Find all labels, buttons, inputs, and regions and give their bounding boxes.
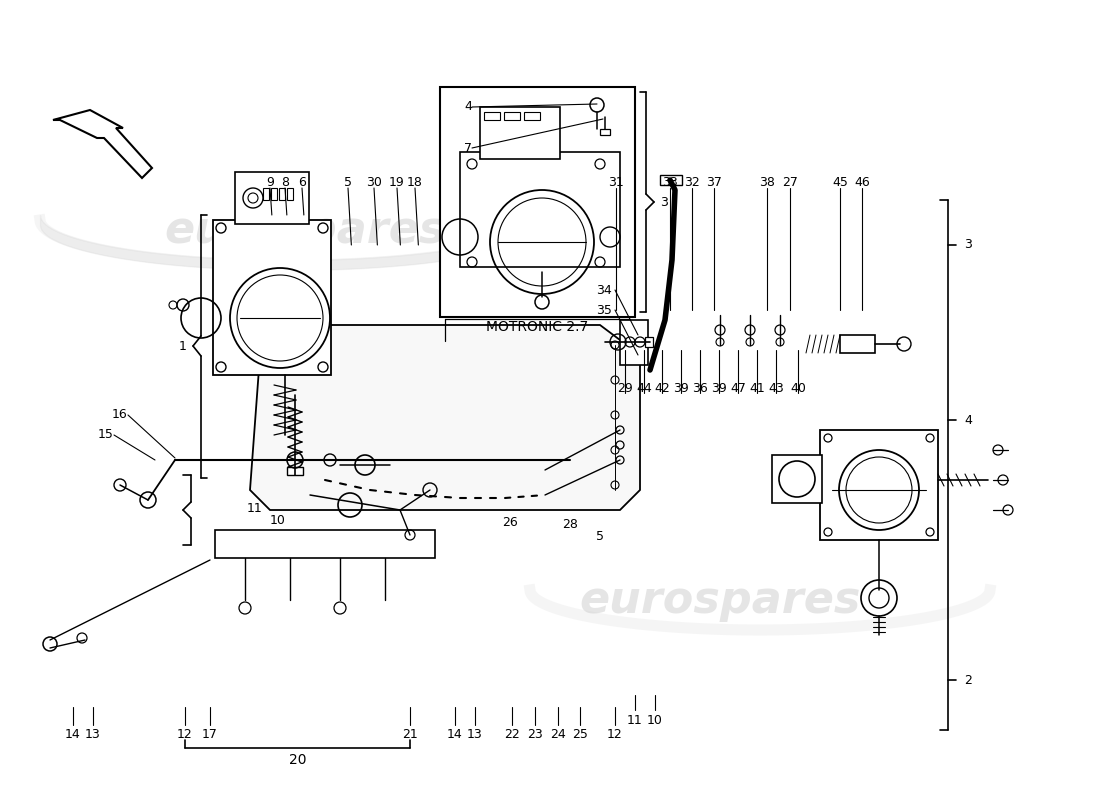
Bar <box>840 335 874 353</box>
Text: 27: 27 <box>782 177 797 190</box>
Text: 38: 38 <box>759 177 774 190</box>
Bar <box>524 112 540 120</box>
Text: 4: 4 <box>464 101 472 114</box>
Bar <box>440 87 635 317</box>
Text: 18: 18 <box>407 177 422 190</box>
Bar <box>460 152 620 267</box>
Text: 11: 11 <box>627 714 642 726</box>
Text: 14: 14 <box>65 729 81 742</box>
Text: 41: 41 <box>749 382 764 394</box>
Text: 37: 37 <box>706 177 722 190</box>
Bar <box>480 107 560 159</box>
Text: 43: 43 <box>768 382 784 394</box>
Bar <box>504 112 520 120</box>
Text: 8: 8 <box>280 177 289 190</box>
Text: 29: 29 <box>617 382 632 394</box>
Text: 14: 14 <box>447 729 463 742</box>
Text: 26: 26 <box>502 515 518 529</box>
Text: 19: 19 <box>389 177 405 190</box>
Bar <box>235 172 309 224</box>
Bar <box>214 530 434 558</box>
Text: 25: 25 <box>572 729 587 742</box>
Text: 6: 6 <box>298 177 306 190</box>
Text: 47: 47 <box>730 382 746 394</box>
Bar <box>287 467 303 475</box>
Text: 10: 10 <box>271 514 286 526</box>
Bar <box>660 175 682 185</box>
Text: 33: 33 <box>662 177 678 190</box>
Text: 11: 11 <box>248 502 263 514</box>
Text: 28: 28 <box>562 518 578 531</box>
Text: 45: 45 <box>832 177 848 190</box>
Text: 3: 3 <box>964 238 972 251</box>
Text: 1: 1 <box>179 339 187 353</box>
Text: 10: 10 <box>647 714 663 726</box>
Text: 3: 3 <box>660 195 668 209</box>
Text: 39: 39 <box>711 382 727 394</box>
Text: 39: 39 <box>673 382 689 394</box>
Text: 5: 5 <box>596 530 604 543</box>
Text: 46: 46 <box>854 177 870 190</box>
Bar <box>263 188 270 200</box>
Text: 36: 36 <box>692 382 708 394</box>
Text: 13: 13 <box>468 729 483 742</box>
Text: 9: 9 <box>266 177 274 190</box>
Text: 42: 42 <box>654 382 670 394</box>
Text: 2: 2 <box>964 674 972 686</box>
Text: eurospares: eurospares <box>164 209 446 251</box>
Text: 12: 12 <box>607 729 623 742</box>
Text: 4: 4 <box>964 414 972 426</box>
Bar <box>484 112 500 120</box>
Bar <box>287 188 293 200</box>
Text: 40: 40 <box>790 382 806 394</box>
Text: 31: 31 <box>608 177 624 190</box>
Text: 44: 44 <box>636 382 652 394</box>
Text: 15: 15 <box>98 429 114 442</box>
Bar <box>279 188 285 200</box>
Bar <box>820 430 938 540</box>
Text: 7: 7 <box>464 142 472 154</box>
Bar <box>600 129 610 135</box>
Bar <box>772 455 822 503</box>
Text: 5: 5 <box>344 177 352 190</box>
Text: MOTRONIC 2.7: MOTRONIC 2.7 <box>486 320 588 334</box>
Text: 34: 34 <box>596 283 612 297</box>
Text: 23: 23 <box>527 729 543 742</box>
Text: 35: 35 <box>596 303 612 317</box>
Bar <box>620 320 648 365</box>
Polygon shape <box>250 325 640 510</box>
Text: 17: 17 <box>202 729 218 742</box>
Bar <box>271 188 277 200</box>
Text: eurospares: eurospares <box>580 578 860 622</box>
Text: 13: 13 <box>85 729 101 742</box>
Text: 32: 32 <box>684 177 700 190</box>
Text: 21: 21 <box>403 729 418 742</box>
Bar <box>645 337 653 347</box>
Text: 24: 24 <box>550 729 565 742</box>
Text: 22: 22 <box>504 729 520 742</box>
Text: 12: 12 <box>177 729 192 742</box>
Text: 16: 16 <box>112 409 128 422</box>
Polygon shape <box>53 110 152 178</box>
Text: 20: 20 <box>289 753 307 767</box>
Text: 30: 30 <box>366 177 382 190</box>
Bar <box>213 220 331 375</box>
